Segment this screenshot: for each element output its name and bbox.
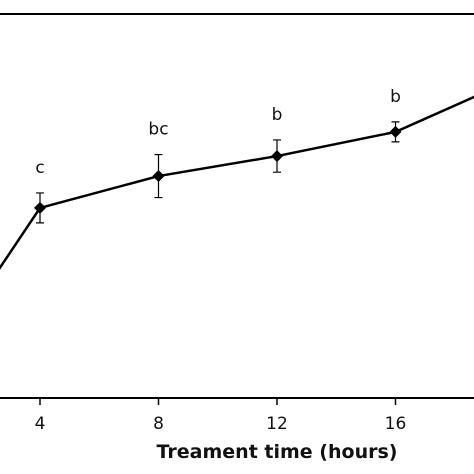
x-tick-label: 16	[385, 414, 407, 434]
x-tick-label: 12	[266, 414, 288, 434]
marker	[34, 201, 46, 214]
marker	[152, 170, 165, 183]
x-tick-label: 8	[153, 414, 164, 434]
significance-letter: bc	[148, 120, 168, 140]
significance-letter: b	[390, 87, 401, 107]
line	[0, 95, 474, 270]
marker	[271, 150, 283, 163]
x-tick-label: 4	[35, 414, 46, 434]
x-axis-label: Treament time (hours)	[157, 441, 398, 463]
significance-letter: b	[272, 105, 283, 125]
significance-letter: c	[35, 158, 44, 178]
marker	[389, 125, 402, 138]
